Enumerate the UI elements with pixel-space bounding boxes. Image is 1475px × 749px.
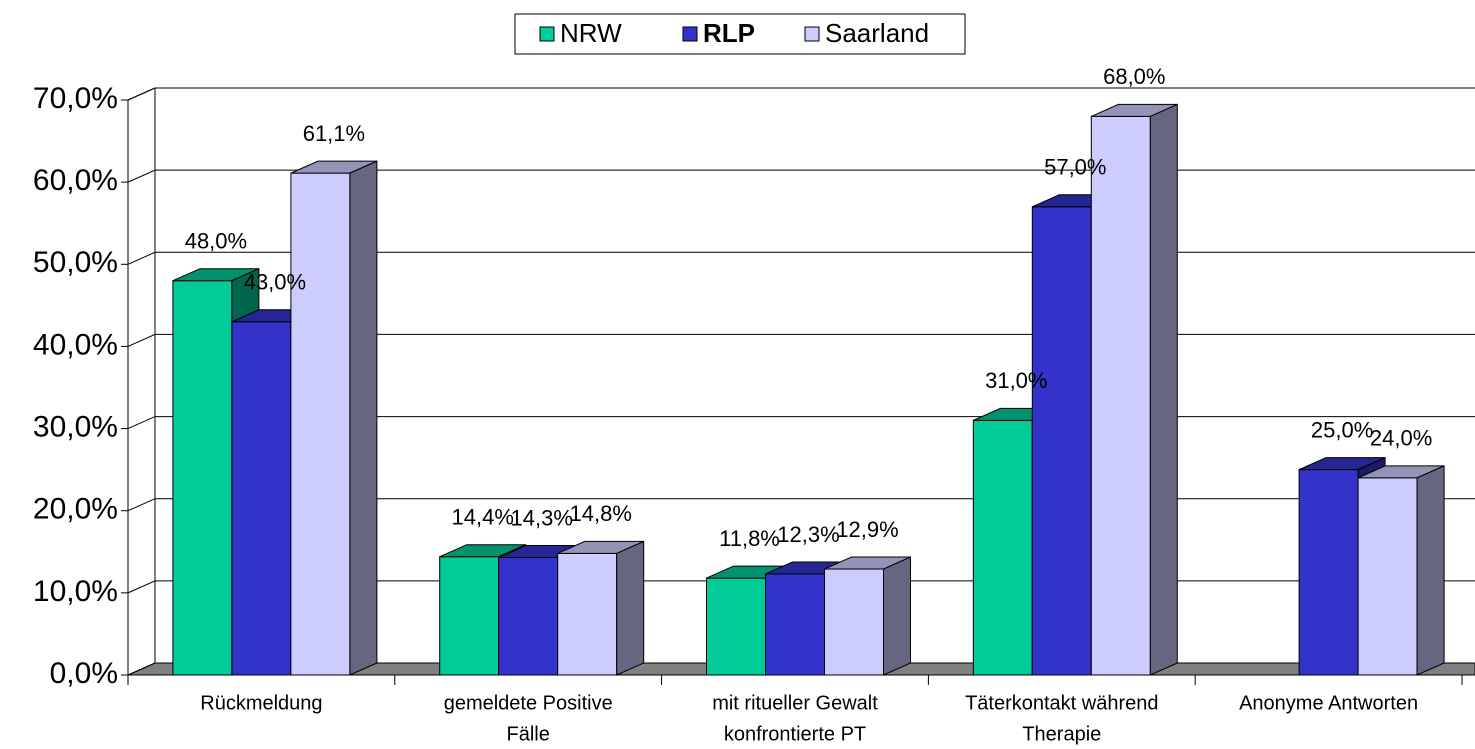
bar-front xyxy=(498,557,559,676)
legend-label: Saarland xyxy=(825,18,929,48)
x-tick-label: Rückmeldung xyxy=(200,692,322,714)
value-label: 24,0% xyxy=(1370,426,1432,451)
bar xyxy=(290,160,378,676)
x-tick-label: konfrontierte PT xyxy=(724,723,866,745)
bar-front xyxy=(439,556,500,676)
legend-label: RLP xyxy=(703,18,755,48)
bar-front xyxy=(824,568,884,676)
value-label: 11,8% xyxy=(719,526,780,551)
value-label: 25,0% xyxy=(1311,417,1373,442)
bar-front xyxy=(557,552,618,676)
bar-front xyxy=(1357,477,1418,676)
bar-front xyxy=(1298,469,1359,676)
value-label: 43,0% xyxy=(244,270,306,295)
legend-swatch xyxy=(539,26,555,42)
y-tick-label: 0,0% xyxy=(50,657,118,690)
value-label: 31,0% xyxy=(985,368,1047,393)
y-tick-label: 70,0% xyxy=(33,82,118,115)
x-tick-label: gemeldete Positive xyxy=(444,692,613,714)
value-label: 61,1% xyxy=(303,121,365,146)
value-label: 48,0% xyxy=(185,229,247,254)
x-tick-label: Therapie xyxy=(1022,723,1101,745)
bar xyxy=(1357,465,1445,676)
value-label: 68,0% xyxy=(1103,64,1165,89)
bar-front xyxy=(1090,115,1151,676)
bar-front xyxy=(706,577,766,676)
x-tick-label: Fälle xyxy=(507,723,550,745)
bar-front xyxy=(172,280,233,676)
bar-side xyxy=(1416,465,1445,676)
y-tick-label: 40,0% xyxy=(33,328,118,361)
bar xyxy=(1090,103,1178,676)
bar-side xyxy=(349,160,378,676)
legend-label: NRW xyxy=(560,18,622,48)
value-label: 14,8% xyxy=(570,501,632,526)
y-tick-label: 50,0% xyxy=(33,246,118,279)
value-label: 14,4% xyxy=(452,505,514,530)
bar-side xyxy=(883,556,911,676)
value-label: 12,9% xyxy=(836,517,898,542)
bar xyxy=(1298,456,1386,676)
bar xyxy=(557,540,645,676)
value-label: 14,3% xyxy=(511,505,573,530)
x-tick-label: mit ritueller Gewalt xyxy=(712,692,878,714)
legend-swatch xyxy=(682,26,698,42)
y-tick-label: 60,0% xyxy=(33,164,118,197)
bar-front xyxy=(231,321,292,676)
value-label: 12,3% xyxy=(777,522,839,547)
x-tick-label: Anonyme Antworten xyxy=(1239,692,1418,714)
bar-side xyxy=(616,540,645,676)
x-tick-label: Täterkontakt während xyxy=(965,692,1158,714)
bar-front xyxy=(290,172,351,676)
bar-side xyxy=(1149,103,1178,676)
legend-swatch xyxy=(804,26,820,42)
bar xyxy=(824,556,911,676)
y-axis-top xyxy=(127,87,156,101)
value-label: 57,0% xyxy=(1044,155,1106,180)
bar-front xyxy=(1031,206,1092,676)
legend-box xyxy=(514,13,966,55)
bar-front xyxy=(972,419,1033,676)
y-tick-label: 30,0% xyxy=(33,410,118,443)
bar-front xyxy=(765,573,825,676)
y-tick-label: 20,0% xyxy=(33,493,118,526)
y-tick-label: 10,0% xyxy=(33,575,118,608)
